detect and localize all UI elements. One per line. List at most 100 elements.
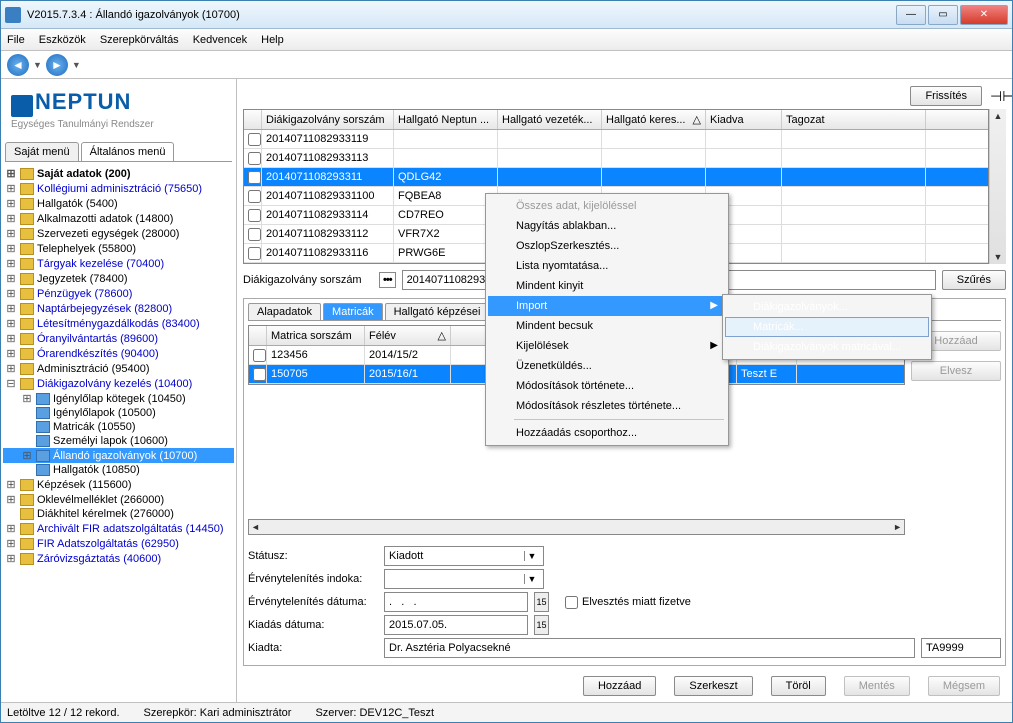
tab-altalanos-menu[interactable]: Általános menü: [81, 142, 175, 161]
context-menu-item[interactable]: Mindent kinyit: [488, 276, 726, 296]
scroll-up-icon[interactable]: ▲: [994, 111, 1003, 121]
tree-item[interactable]: ⊞Jegyzetek (78400): [3, 271, 234, 286]
grid-scrollbar[interactable]: ▲ ▼: [989, 109, 1006, 264]
search-label: Diákigazolvány sorszám: [243, 274, 373, 286]
menu-favorites[interactable]: Kedvencek: [193, 34, 247, 46]
logo: NEPTUN Egységes Tanulmányi Rendszer: [1, 79, 236, 136]
minimize-button[interactable]: —: [896, 5, 926, 25]
date-picker-icon[interactable]: 15: [534, 615, 549, 635]
status-label: Státusz:: [248, 550, 378, 562]
tree-item[interactable]: ⊞Kollégiumi adminisztráció (75650): [3, 181, 234, 196]
tree-item[interactable]: Matricák (10550): [3, 420, 234, 434]
tree-item[interactable]: ⊞Tárgyak kezelése (70400): [3, 256, 234, 271]
context-menu-item[interactable]: Kijelölések▶: [488, 336, 726, 356]
table-row[interactable]: 20140711082933119: [244, 130, 988, 149]
issue-date-label: Kiadás dátuma:: [248, 619, 378, 631]
tree-item[interactable]: Hallgatók (10850): [3, 463, 234, 477]
invalidation-date-label: Érvénytelenítés dátuma:: [248, 596, 378, 608]
tree-item[interactable]: ⊞Órarendkészítés (90400): [3, 346, 234, 361]
context-menu-item[interactable]: Üzenetküldés...: [488, 356, 726, 376]
tab-sajat-menu[interactable]: Saját menü: [5, 142, 79, 161]
context-menu-item[interactable]: Matricák...: [725, 317, 929, 337]
date-picker-icon[interactable]: 15: [534, 592, 549, 612]
menu-rolechange[interactable]: Szerepkörváltás: [100, 34, 179, 46]
status-combo[interactable]: Kiadott▼: [384, 546, 544, 566]
tree-item[interactable]: ⊞Archivált FIR adatszolgáltatás (14450): [3, 521, 234, 536]
scroll-down-icon[interactable]: ▼: [994, 252, 1003, 262]
pin-icon[interactable]: ⊣⊢: [990, 88, 1006, 104]
lost-paid-checkbox[interactable]: [565, 596, 578, 609]
tree-item[interactable]: ⊞Igénylőlap kötegek (10450): [3, 391, 234, 406]
tree-item[interactable]: ⊞Telephelyek (55800): [3, 241, 234, 256]
context-menu-item[interactable]: Nagyítás ablakban...: [488, 216, 726, 236]
cancel-button[interactable]: Mégsem: [928, 676, 1000, 696]
nav-back-button[interactable]: ◄: [7, 54, 29, 76]
tree-item[interactable]: ⊞Naptárbejegyzések (82800): [3, 301, 234, 316]
issuer-label: Kiadta:: [248, 642, 378, 654]
menu-tools[interactable]: Eszközök: [39, 34, 86, 46]
table-row[interactable]: 20140711082933113: [244, 149, 988, 168]
context-menu-item[interactable]: Hozzáadás csoporthoz...: [488, 423, 726, 443]
issuer-input[interactable]: [384, 638, 915, 658]
menu-file[interactable]: File: [7, 34, 25, 46]
context-menu-item[interactable]: Diákigazolványok...: [725, 297, 929, 317]
subgrid-remove-button[interactable]: Elvesz: [911, 361, 1001, 381]
tree-item[interactable]: ⊞Záróvizsgáztatás (40600): [3, 551, 234, 566]
context-menu-item[interactable]: Módosítások részletes története...: [488, 396, 726, 416]
maximize-button[interactable]: ▭: [928, 5, 958, 25]
delete-button[interactable]: Töröl: [771, 676, 826, 696]
search-mode-icon[interactable]: •••: [379, 272, 396, 288]
save-button[interactable]: Mentés: [844, 676, 910, 696]
subtab-alapadatok[interactable]: Alapadatok: [248, 303, 321, 320]
tree-item[interactable]: ⊞Pénzügyek (78600): [3, 286, 234, 301]
nav-back-dropdown[interactable]: ▼: [33, 60, 42, 70]
context-menu[interactable]: Összes adat, kijelölésselNagyítás ablakb…: [485, 193, 729, 446]
tree-item[interactable]: ⊞Saját adatok (200): [3, 166, 234, 181]
menu-help[interactable]: Help: [261, 34, 284, 46]
context-submenu[interactable]: Diákigazolványok...Matricák...Diákigazol…: [722, 294, 932, 360]
nav-forward-button[interactable]: ►: [46, 54, 68, 76]
grid-h-scrollbar[interactable]: ◄►: [248, 519, 905, 535]
add-button[interactable]: Hozzáad: [583, 676, 656, 696]
context-menu-item[interactable]: Diákigazolványok matricával...: [725, 337, 929, 357]
nav-tree[interactable]: ⊞Saját adatok (200)⊞Kollégiumi adminiszt…: [1, 162, 236, 702]
lost-paid-label: Elvesztés miatt fizetve: [582, 596, 691, 608]
subtab-matricak[interactable]: Matricák: [323, 303, 383, 320]
issue-date-input[interactable]: [384, 615, 528, 635]
filter-button[interactable]: Szűrés: [942, 270, 1006, 290]
edit-button[interactable]: Szerkeszt: [674, 676, 752, 696]
tree-item[interactable]: ⊞Szervezeti egységek (28000): [3, 226, 234, 241]
tree-item[interactable]: Személyi lapok (10600): [3, 434, 234, 448]
tree-item[interactable]: ⊟Diákigazolvány kezelés (10400): [3, 376, 234, 391]
tree-item[interactable]: ⊞Létesítménygazdálkodás (83400): [3, 316, 234, 331]
context-menu-item[interactable]: Import▶Diákigazolványok...Matricák...Diá…: [488, 296, 726, 316]
tree-item[interactable]: ⊞Óranyilvántartás (89600): [3, 331, 234, 346]
menubar: File Eszközök Szerepkörváltás Kedvencek …: [1, 29, 1012, 51]
tree-item[interactable]: ⊞FIR Adatszolgáltatás (62950): [3, 536, 234, 551]
status-server: Szerver: DEV12C_Teszt: [315, 707, 434, 719]
subtab-hallgato-kepzesei[interactable]: Hallgató képzései: [385, 303, 490, 320]
tree-item[interactable]: ⊞Állandó igazolványok (10700): [3, 448, 234, 463]
window-title: V2015.7.3.4 : Állandó igazolványok (1070…: [27, 9, 896, 21]
context-menu-item[interactable]: OszlopSzerkesztés...: [488, 236, 726, 256]
context-menu-item[interactable]: Lista nyomtatása...: [488, 256, 726, 276]
tree-item[interactable]: ⊞Adminisztráció (95400): [3, 361, 234, 376]
nav-forward-dropdown[interactable]: ▼: [72, 60, 81, 70]
status-role: Szerepkör: Kari adminisztrátor: [144, 707, 292, 719]
tree-item[interactable]: ⊞Hallgatók (5400): [3, 196, 234, 211]
close-button[interactable]: ✕: [960, 5, 1008, 25]
tree-item[interactable]: Igénylőlapok (10500): [3, 406, 234, 420]
context-menu-item[interactable]: Módosítások története...: [488, 376, 726, 396]
invalidation-reason-label: Érvénytelenítés indoka:: [248, 573, 378, 585]
tree-item[interactable]: ⊞Alkalmazotti adatok (14800): [3, 211, 234, 226]
tree-item[interactable]: ⊞Képzések (115600): [3, 477, 234, 492]
app-icon: [5, 7, 21, 23]
context-menu-item[interactable]: Mindent becsuk: [488, 316, 726, 336]
invalidation-date-input[interactable]: [384, 592, 528, 612]
table-row[interactable]: 2014071108293311QDLG42: [244, 168, 988, 187]
tree-item[interactable]: Diákhitel kérelmek (276000): [3, 507, 234, 521]
refresh-button[interactable]: Frissítés: [910, 86, 982, 106]
invalidation-reason-combo[interactable]: ▼: [384, 569, 544, 589]
tree-item[interactable]: ⊞Oklevélmelléklet (266000): [3, 492, 234, 507]
issuer-code-input[interactable]: [921, 638, 1001, 658]
